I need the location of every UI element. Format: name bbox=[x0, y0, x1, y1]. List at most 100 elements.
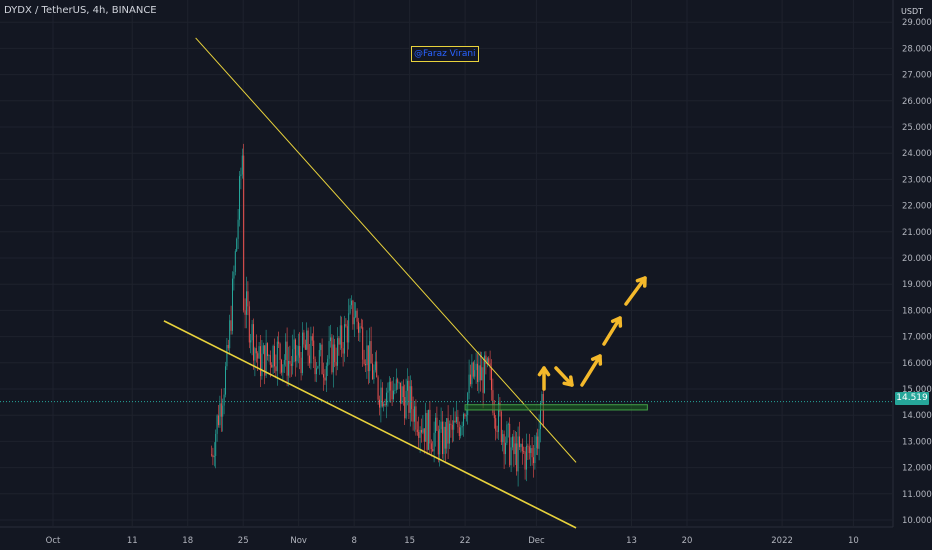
candle-body bbox=[436, 417, 438, 431]
price-tick-label: 28.000 bbox=[902, 44, 932, 54]
price-tick-label: 10.000 bbox=[902, 516, 932, 526]
candle-body bbox=[526, 445, 527, 470]
time-tick-label: 20 bbox=[682, 536, 693, 546]
projection-arrow-head bbox=[590, 354, 603, 366]
candle-body bbox=[366, 345, 368, 366]
price-tick-label: 11.000 bbox=[902, 490, 932, 500]
candle-body bbox=[471, 362, 473, 385]
candle-body bbox=[230, 320, 232, 331]
price-tick-label: 13.000 bbox=[902, 437, 932, 447]
candle-body bbox=[408, 380, 410, 413]
candle-body bbox=[344, 324, 345, 354]
candle-body bbox=[236, 238, 238, 252]
candle-body bbox=[510, 447, 512, 466]
price-tick-label: 17.000 bbox=[902, 333, 932, 343]
candle-body bbox=[472, 362, 474, 377]
candle-body bbox=[400, 382, 401, 404]
candle-body bbox=[355, 310, 357, 318]
candle-body bbox=[415, 406, 417, 430]
candle-body bbox=[502, 434, 504, 443]
candle-body bbox=[425, 413, 427, 442]
candle-body bbox=[488, 358, 490, 364]
candle-body bbox=[402, 386, 404, 397]
candle-body bbox=[454, 420, 456, 423]
candle-body bbox=[212, 454, 214, 458]
last-price-tag: 14.519 bbox=[895, 392, 929, 405]
candle-body bbox=[516, 443, 518, 472]
candle-body bbox=[314, 359, 316, 375]
candle-body bbox=[244, 310, 246, 315]
candle-body bbox=[254, 348, 256, 361]
price-tick-label: 14.000 bbox=[902, 411, 932, 421]
candle-body bbox=[422, 428, 424, 433]
candle-body bbox=[353, 317, 355, 325]
candle-body bbox=[241, 155, 243, 175]
candle-body bbox=[276, 341, 278, 372]
candle-body bbox=[304, 344, 306, 350]
price-tick-label: 27.000 bbox=[902, 71, 932, 81]
candle-body bbox=[225, 366, 226, 395]
candle-body bbox=[246, 291, 247, 315]
candle-body bbox=[451, 424, 453, 430]
candle-body bbox=[359, 326, 361, 333]
price-tick-label: 19.000 bbox=[902, 280, 932, 290]
candle-body bbox=[450, 423, 452, 425]
candle-body bbox=[506, 424, 508, 443]
candle-body bbox=[237, 219, 239, 239]
candle-body bbox=[440, 421, 442, 430]
candle-body bbox=[395, 379, 397, 391]
candle-body bbox=[409, 386, 411, 413]
candle-body bbox=[493, 412, 495, 419]
candle-body bbox=[348, 313, 350, 343]
candle-body bbox=[339, 325, 341, 345]
time-tick-label: Dec bbox=[528, 536, 545, 546]
projection-arrow-shaft bbox=[580, 354, 602, 387]
candle-body bbox=[373, 370, 375, 380]
candle-body bbox=[310, 336, 312, 364]
candle-body bbox=[303, 332, 305, 345]
candle-body bbox=[377, 377, 379, 400]
candle-body bbox=[325, 366, 327, 381]
symbol-title[interactable]: DYDX / TetherUS, 4h, BINANCE bbox=[4, 5, 157, 16]
candle-body bbox=[250, 340, 252, 343]
projection-arrow-shaft bbox=[554, 366, 574, 387]
candle-body bbox=[460, 427, 462, 437]
candle-body bbox=[405, 390, 407, 419]
candle-body bbox=[372, 363, 373, 380]
drawing-overlays[interactable] bbox=[0, 37, 893, 529]
candle-body bbox=[289, 360, 291, 364]
candle-body bbox=[429, 409, 431, 444]
candle-body bbox=[233, 271, 235, 279]
candle-body bbox=[523, 451, 525, 452]
projection-arrow-head bbox=[537, 366, 551, 377]
candle-body bbox=[283, 360, 285, 365]
candle-body bbox=[271, 364, 273, 368]
time-tick-label: 11 bbox=[127, 536, 138, 546]
candle-body bbox=[358, 321, 359, 333]
candle-body bbox=[288, 360, 289, 376]
candle-body bbox=[384, 403, 386, 406]
candle-body bbox=[484, 355, 485, 393]
candle-body bbox=[470, 374, 471, 385]
candle-body bbox=[517, 436, 519, 472]
candle-body bbox=[530, 448, 532, 453]
candle-body bbox=[253, 324, 254, 361]
candle-body bbox=[478, 365, 480, 382]
candle-body bbox=[334, 344, 336, 363]
candle-body bbox=[394, 390, 396, 391]
candle-body bbox=[356, 310, 358, 322]
lower-trendline bbox=[163, 320, 577, 529]
support-zone-box bbox=[464, 404, 648, 411]
candle-body bbox=[404, 396, 406, 419]
candle-body bbox=[226, 345, 228, 367]
projection-arrow-shaft bbox=[624, 276, 647, 306]
candle-body bbox=[447, 418, 449, 444]
author-watermark: @Faraz Virani bbox=[411, 46, 479, 62]
time-tick-label: 8 bbox=[351, 536, 356, 546]
candle-body bbox=[500, 411, 502, 443]
projection-arrow-shaft bbox=[602, 316, 622, 346]
projection-arrow bbox=[554, 366, 574, 387]
candle-body bbox=[383, 403, 385, 407]
candle-body bbox=[321, 344, 323, 375]
